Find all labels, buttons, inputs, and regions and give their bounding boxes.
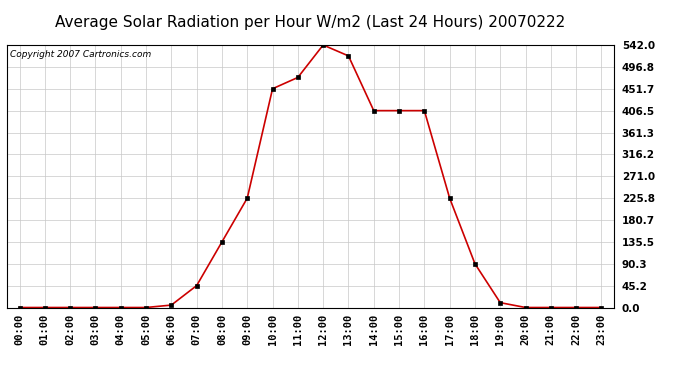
- Text: Average Solar Radiation per Hour W/m2 (Last 24 Hours) 20070222: Average Solar Radiation per Hour W/m2 (L…: [55, 15, 566, 30]
- Text: Copyright 2007 Cartronics.com: Copyright 2007 Cartronics.com: [10, 50, 151, 59]
